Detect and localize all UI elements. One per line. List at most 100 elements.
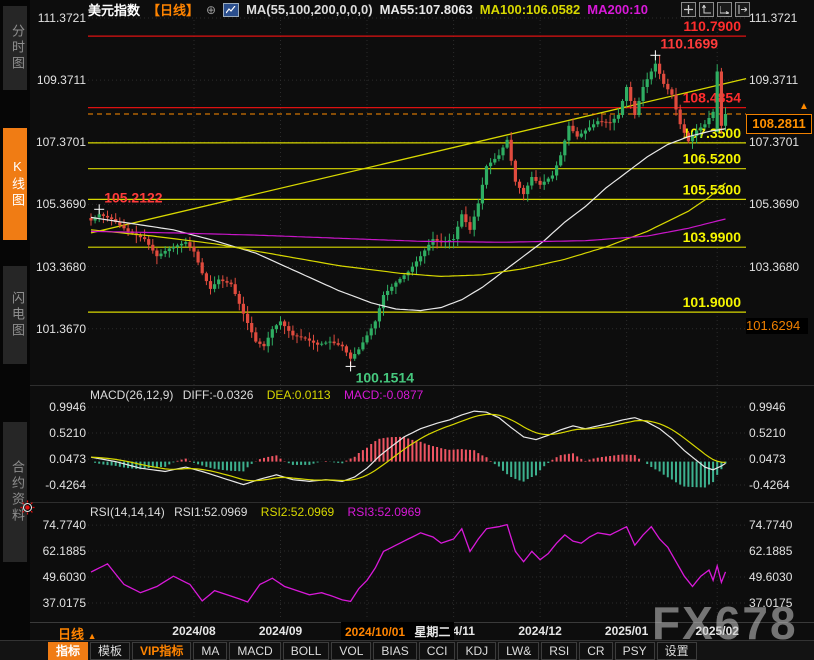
axis-tick-label: 101.3670 [35,321,86,336]
axis-tick-label: 105.3690 [749,197,800,212]
period-label: 日线 [58,627,85,642]
svg-text:103.9900: 103.9900 [683,229,742,245]
shift-right-icon[interactable] [735,2,750,17]
sidebar-tab-item[interactable]: 闪电图 [3,266,27,364]
selected-date: 2024/10/01 [345,625,406,639]
axis-tick-label: 0.0473 [749,452,786,466]
toolbar-button-BOLL[interactable]: BOLL [282,641,330,660]
period-tag[interactable]: 【日线】 [147,3,200,18]
toolbar-button-BIAS[interactable]: BIAS [373,641,417,660]
axis-tick-label: 0.5210 [49,426,86,440]
indicator-toolbar: 指标 模板 VIP指标 MA MACD BOLL VOL BIAS CCI KDJ LW& RSI CR… [0,640,814,660]
axis-tick-label: 109.3711 [749,73,799,88]
toolbar-button-MACD[interactable]: MACD [229,641,281,660]
axis-tick-label: 109.3711 [36,73,86,88]
x-axis-month-label: 2025/02 [695,624,739,638]
axis-tick-label: -0.4264 [749,477,790,492]
toolbar-button-VOL[interactable]: VOL [331,641,372,660]
macd-value: MACD:-0.0877 [343,388,424,402]
alert-icon[interactable] [20,500,35,520]
axis-tick-label: 49.6030 [42,570,86,584]
selected-date-tooltip: 2024/10/01 星期二 [341,622,455,641]
toolbar-button-CCI[interactable]: CCI [418,641,456,660]
axis-tick-label: 74.7740 [42,518,86,533]
svg-text:106.5200: 106.5200 [683,151,742,167]
period-arrow-icon: ▲ [87,631,97,641]
svg-text:105.2122: 105.2122 [104,189,163,205]
toolbar-button-PSY[interactable]: PSY [614,641,655,660]
axis-tick-label: 49.6030 [749,570,793,584]
rsi-header: RSI(14,14,14) RSI1:52.0969 RSI2:52.0969 … [90,505,421,519]
axis-tick-label: 37.0175 [42,595,86,610]
symbol-name: 美元指数 [88,3,141,18]
macd-header: MACD(26,12,9) DIFF:-0.0326 DEA:0.0113 MA… [90,388,423,402]
ma-settings-label[interactable]: MA(55,100,200,0,0,0) [246,2,373,17]
toolbar-button-MA[interactable]: MA [193,641,228,660]
chart-header: 美元指数 【日线】 ⊕ MA(55,100,200,0,0,0) MA55:10… [88,1,648,18]
axis-tick-label: 103.3680 [35,259,86,274]
sidebar-tab-active[interactable]: K线图 [3,128,27,240]
axis-tick-label: 0.0473 [49,452,86,466]
axis-tick-label: 74.7740 [749,518,793,533]
left-sidebar: 分时图 K线图闪电图合约资料 [0,0,30,660]
toolbar-button-LW&[interactable]: LW& [498,641,540,660]
axis-tick-label: 107.3701 [749,135,800,150]
period-selector[interactable]: 日线 ▲ [58,624,97,643]
pan-icon[interactable] [681,2,696,17]
sidebar-tab-item[interactable]: 合约资料 [3,422,27,562]
toolbar-button-指标[interactable]: 指标 [48,641,89,660]
svg-text:108.4854: 108.4854 [683,90,742,106]
x-axis-month-label: 2024/08 [172,624,216,638]
toolbar-button-设置[interactable]: 设置 [656,641,697,660]
x-axis-scale-icon[interactable] [717,2,732,17]
chart-type-icon[interactable] [223,2,240,17]
axis-tick-label: 37.0175 [749,595,793,610]
macd-title[interactable]: MACD(26,12,9) [90,388,174,402]
current-price-badge: 108.2811 [746,114,812,134]
axis-tick-label: 105.3690 [35,197,86,212]
axis-tick-label: 62.1885 [42,544,86,559]
svg-text:100.1514: 100.1514 [356,369,415,385]
ma55-value: MA55:107.8063 [379,2,473,17]
low-price-badge: 101.6294 [746,318,808,334]
rsi-title[interactable]: RSI(14,14,14) [90,505,165,519]
axis-tick-label: 62.1885 [749,544,793,559]
svg-text:107.3500: 107.3500 [683,125,742,141]
toolbar-button-KDJ[interactable]: KDJ [457,641,497,660]
toolbar-button-VIP指标[interactable]: VIP指标 [132,641,192,660]
ma100-value: MA100:106.0582 [479,2,581,17]
svg-text:101.9000: 101.9000 [683,294,742,310]
y-axis-scale-icon[interactable] [699,2,714,17]
toolbar-button-CR[interactable]: CR [579,641,613,660]
pane-divider[interactable] [0,385,814,386]
price-up-arrow-icon: ▲ [799,101,809,112]
sidebar-tab-item[interactable]: 分时图 [3,6,27,90]
axis-tick-label: -0.4264 [45,477,86,492]
svg-text:105.5300: 105.5300 [683,181,742,197]
add-indicator-icon[interactable]: ⊕ [206,2,217,17]
rsi1-value: RSI1:52.0969 [174,505,248,519]
rsi3-value: RSI3:52.0969 [347,505,421,519]
axis-tick-label: 0.5210 [749,426,786,440]
pane-divider[interactable] [0,502,814,503]
axis-tick-label: 0.9946 [49,400,86,414]
ma200-value: MA200:10 [587,2,648,17]
x-axis-month-label: 2025/01 [604,624,649,638]
chart-window-controls [681,2,750,17]
toolbar-button-模板[interactable]: 模板 [90,641,131,660]
x-axis-month-label: 2024/12 [518,624,562,638]
toolbar-button-RSI[interactable]: RSI [541,641,578,660]
axis-tick-label: 111.3721 [749,11,798,25]
svg-text:110.1699: 110.1699 [660,35,718,51]
axis-tick-label: 107.3701 [35,135,86,150]
rsi2-value: RSI2:52.0969 [260,505,335,519]
macd-diff-value: DIFF:-0.0326 [182,388,254,402]
svg-text:110.7900: 110.7900 [683,18,741,34]
macd-dea-value: DEA:0.0113 [266,388,331,402]
axis-tick-label: 103.3680 [749,259,800,274]
x-axis-month-label: 2024/09 [258,624,303,638]
selected-weekday: 星期二 [414,625,451,639]
axis-tick-label: 111.3721 [37,11,86,25]
